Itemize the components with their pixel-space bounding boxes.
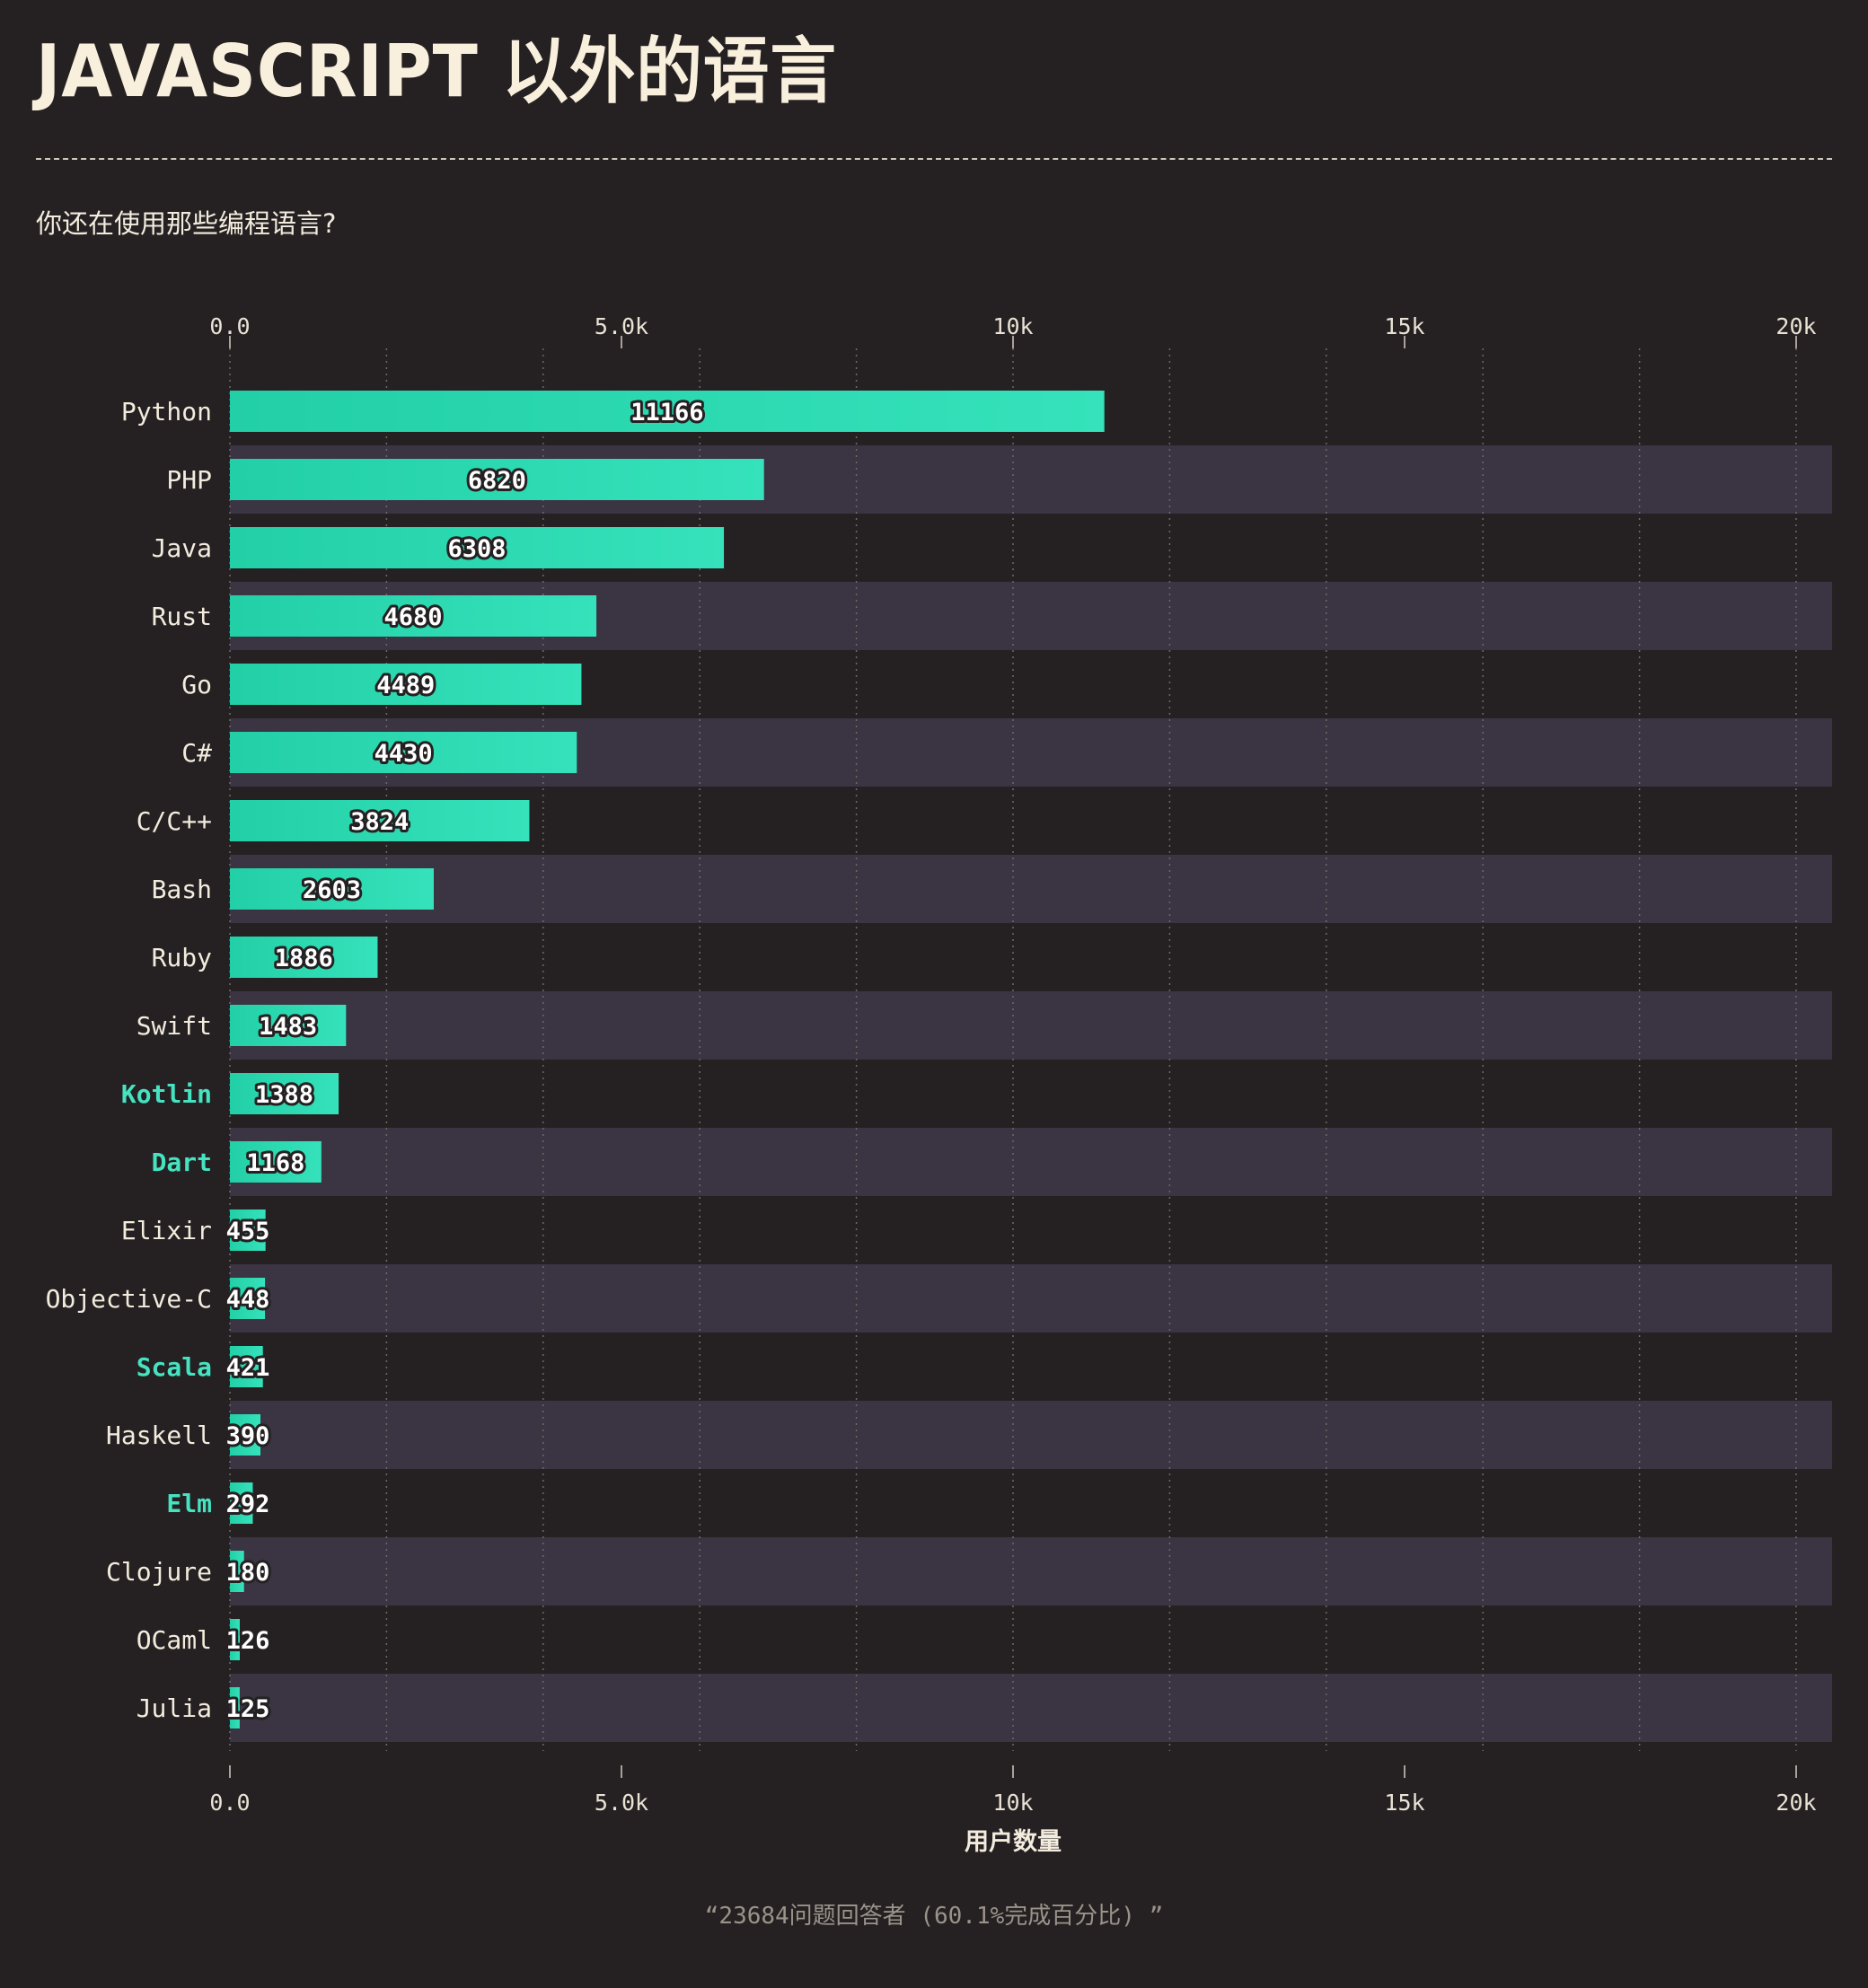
category-label: Elm <box>166 1489 212 1518</box>
category-label: Haskell <box>106 1421 212 1450</box>
value-label: 125 <box>226 1695 270 1723</box>
category-label: Elixir <box>121 1216 212 1245</box>
category-label: Java <box>152 533 212 563</box>
row-band <box>230 1264 1832 1333</box>
value-label: 4430 <box>374 740 433 768</box>
bar <box>230 391 1105 432</box>
row-band <box>230 855 1832 923</box>
value-label: 6308 <box>448 535 507 563</box>
category-label: C/C++ <box>137 806 212 836</box>
value-label: 1168 <box>246 1149 304 1177</box>
bar <box>230 1278 266 1319</box>
bar <box>230 1141 322 1183</box>
x-axis-label: 用户数量 <box>965 1827 1062 1856</box>
bottom-tick-label: 0.0 <box>209 1790 250 1816</box>
row-band <box>230 1537 1832 1605</box>
bar <box>230 1346 263 1387</box>
value-label: 4489 <box>376 672 435 699</box>
top-tick-label: 5.0k <box>595 313 648 339</box>
category-label: Rust <box>152 602 212 631</box>
category-label: Julia <box>137 1693 212 1723</box>
value-label: 126 <box>226 1627 270 1655</box>
bars <box>230 391 1105 1729</box>
bar <box>230 868 434 910</box>
category-label: Bash <box>152 875 212 904</box>
category-label: C# <box>181 738 212 768</box>
bar <box>230 664 582 705</box>
category-label: Objective-C <box>46 1284 212 1314</box>
bar <box>230 595 597 637</box>
value-label: 1886 <box>275 945 333 972</box>
value-label: 180 <box>226 1559 270 1587</box>
category-label: Scala <box>137 1352 212 1382</box>
value-label: 292 <box>226 1491 270 1518</box>
value-label: 1388 <box>255 1081 313 1109</box>
value-label: 448 <box>226 1286 270 1314</box>
row-band <box>230 1674 1832 1742</box>
top-tick-label: 20k <box>1775 313 1816 339</box>
top-tick-label: 10k <box>992 313 1033 339</box>
value-label: 390 <box>226 1422 270 1450</box>
category-label: Kotlin <box>121 1079 212 1109</box>
category-label: OCaml <box>137 1625 212 1655</box>
category-label: Dart <box>152 1148 212 1177</box>
bar <box>230 800 530 841</box>
chart-title: JAVASCRIPT 以外的语言 <box>36 30 837 113</box>
bar <box>230 1482 253 1524</box>
category-label: Clojure <box>106 1557 212 1587</box>
value-label: 4680 <box>384 603 443 631</box>
bar <box>230 937 378 978</box>
bar <box>230 527 725 568</box>
row-band <box>230 1401 1832 1469</box>
bottom-tick-label: 20k <box>1775 1790 1816 1816</box>
bar <box>230 1551 244 1592</box>
respondent-footnote: “23684问题回答者 (60.1%完成百分比) ” <box>704 1903 1164 1930</box>
value-label: 1483 <box>259 1013 317 1041</box>
top-tick-label: 15k <box>1384 313 1424 339</box>
value-label: 421 <box>226 1354 270 1382</box>
value-label: 455 <box>226 1218 270 1245</box>
bar <box>230 1687 240 1729</box>
row-band <box>230 991 1832 1060</box>
value-label: 6820 <box>468 467 526 495</box>
category-label: Ruby <box>152 943 212 972</box>
bar <box>230 1619 240 1660</box>
category-label: Go <box>181 670 212 699</box>
row-bands <box>230 445 1832 1742</box>
title-divider <box>36 158 1832 160</box>
value-label: 11166 <box>630 399 703 427</box>
bar <box>230 732 577 773</box>
bottom-tick-label: 15k <box>1384 1790 1424 1816</box>
bottom-tick-label: 5.0k <box>595 1790 648 1816</box>
bar <box>230 1005 347 1046</box>
category-label: PHP <box>166 465 212 495</box>
value-labels: 11166 6820 6308 4680 4489 4430 3824 2603 1886 148… <box>224 396 707 1726</box>
top-tick-label: 0.0 <box>209 313 250 339</box>
bar <box>230 1210 266 1251</box>
value-label: 3824 <box>350 808 409 836</box>
grid-lines <box>229 348 1797 1751</box>
bar <box>230 1414 261 1456</box>
category-label: Swift <box>137 1011 212 1041</box>
category-labels: Python PHP Java Rust Go C# C/C++ Bash Ruby Swift K… <box>46 397 213 1723</box>
category-label: Python <box>121 397 212 427</box>
chart-subtitle: 你还在使用那些编程语言? <box>36 208 337 239</box>
bar <box>230 459 764 500</box>
row-band <box>230 1128 1832 1196</box>
bottom-tick-label: 10k <box>992 1790 1033 1816</box>
value-label: 2603 <box>303 876 361 904</box>
bar <box>230 1073 339 1114</box>
axes: 0.0 0.0 5.0k 5.0k 10k 10k 15k 15k 20k 20k <box>209 313 1816 1816</box>
